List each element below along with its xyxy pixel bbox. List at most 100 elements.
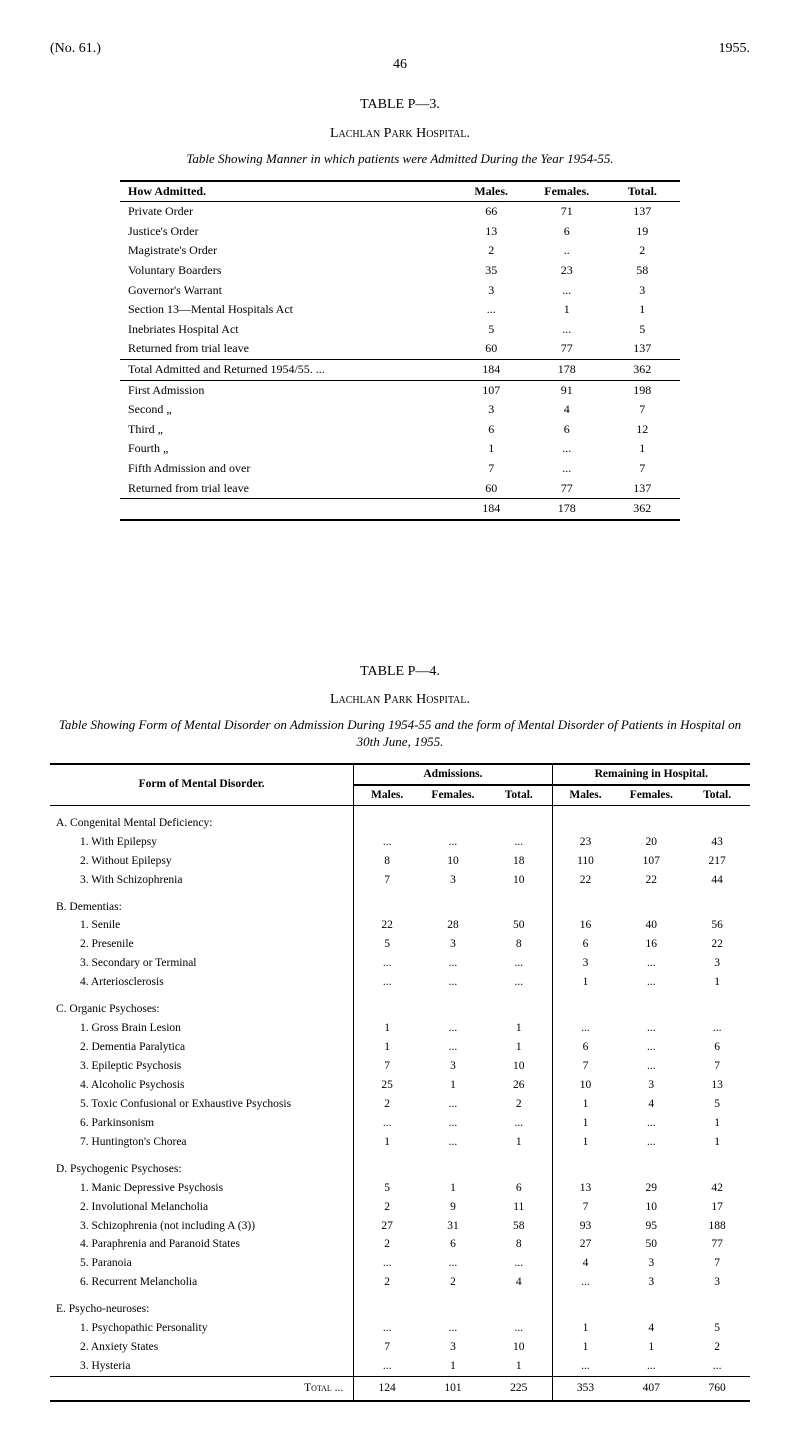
cell-value: 20 (618, 833, 684, 852)
cell-value: ... (420, 1254, 486, 1273)
cell-total: 1 (605, 439, 680, 459)
cell-females: 71 (529, 202, 605, 222)
cell-females: 23 (529, 261, 605, 281)
cell-value: 18 (486, 852, 552, 871)
cell-total: 12 (605, 420, 680, 440)
cell-males: 6 (453, 420, 528, 440)
table-p3-title: TABLE P—3. (50, 96, 750, 114)
cell-value: 3 (618, 1076, 684, 1095)
cell-males: 184 (453, 499, 528, 520)
cell-value (684, 1152, 750, 1179)
cell-females: 178 (529, 499, 605, 520)
cell-value: ... (486, 833, 552, 852)
cell-males: 60 (453, 479, 528, 499)
cell-value: 101 (420, 1377, 486, 1401)
cell-total: 362 (605, 359, 680, 380)
row-label: Voluntary Boarders (120, 261, 453, 281)
cell-value (486, 1292, 552, 1319)
table-p3-hospital: Lachlan Park Hospital. (50, 125, 750, 143)
cell-value: 6 (684, 1038, 750, 1057)
cell-value (552, 1152, 618, 1179)
row-label: 1. Psychopathic Personality (50, 1319, 354, 1338)
cell-males: 5 (453, 320, 528, 340)
cell-males: 3 (453, 400, 528, 420)
row-label: Third „ (120, 420, 453, 440)
cell-value: ... (420, 1319, 486, 1338)
table-row: 2. Without Epilepsy81018110107217 (50, 852, 750, 871)
cell-value: 50 (618, 1235, 684, 1254)
cell-value: ... (420, 1019, 486, 1038)
cell-value: 2 (354, 1235, 420, 1254)
doc-year: 1955. (719, 40, 751, 58)
cell-value: ... (420, 973, 486, 992)
cell-value: 1 (552, 1114, 618, 1133)
cell-value (354, 992, 420, 1019)
table-row: 3. Schizophrenia (not including A (3))27… (50, 1217, 750, 1236)
cell-value: 13 (552, 1179, 618, 1198)
cell-value: 1 (354, 1038, 420, 1057)
cell-value: 10 (420, 852, 486, 871)
cell-value: 1 (552, 973, 618, 992)
cell-value: 6 (552, 1038, 618, 1057)
cell-total: 19 (605, 222, 680, 242)
cell-males: 60 (453, 339, 528, 359)
cell-males: 35 (453, 261, 528, 281)
row-label: Second „ (120, 400, 453, 420)
table-row: Returned from trial leave6077137 (120, 479, 680, 499)
cell-value: 10 (618, 1198, 684, 1217)
table-row: 3. Secondary or Terminal.........3...3 (50, 954, 750, 973)
cell-value: ... (618, 1038, 684, 1057)
table-row: 4. Paraphrenia and Paranoid States268275… (50, 1235, 750, 1254)
cell-value: 1 (684, 1114, 750, 1133)
cell-value: ... (618, 1114, 684, 1133)
cell-value: 1 (486, 1038, 552, 1057)
cell-value: 16 (552, 916, 618, 935)
cell-value (684, 890, 750, 917)
cell-males: 13 (453, 222, 528, 242)
cell-females: 1 (529, 300, 605, 320)
cell-value: 188 (684, 1217, 750, 1236)
doc-number: (No. 61.) (50, 40, 101, 58)
cell-value: 7 (354, 1338, 420, 1357)
table-row: 3. Epileptic Psychosis73107...7 (50, 1057, 750, 1076)
cell-value: 5 (354, 935, 420, 954)
cell-value: 1 (486, 1133, 552, 1152)
table-row: Magistrate's Order2..2 (120, 241, 680, 261)
cell-value: ... (486, 973, 552, 992)
table-row: Justice's Order13619 (120, 222, 680, 242)
table-row: 5. Paranoia.........437 (50, 1254, 750, 1273)
cell-value: ... (618, 973, 684, 992)
table-row: Total Admitted and Returned 1954/55. ...… (120, 359, 680, 380)
cell-value: 1 (552, 1133, 618, 1152)
col-females: Females. (529, 181, 605, 202)
table-row: 3. With Schizophrenia7310222244 (50, 871, 750, 890)
cell-value: 5 (684, 1319, 750, 1338)
row-label: 6. Parkinsonism (50, 1114, 354, 1133)
cell-value: 4 (618, 1319, 684, 1338)
cell-value: 29 (618, 1179, 684, 1198)
row-label: 3. With Schizophrenia (50, 871, 354, 890)
table-p4-hospital: Lachlan Park Hospital. (50, 691, 750, 709)
cell-value: ... (618, 1357, 684, 1376)
cell-value: ... (420, 954, 486, 973)
cell-value (486, 1152, 552, 1179)
cell-value: 1 (552, 1338, 618, 1357)
row-label: Justice's Order (120, 222, 453, 242)
row-label: 5. Paranoia (50, 1254, 354, 1273)
row-label: 1. With Epilepsy (50, 833, 354, 852)
cell-value: ... (486, 1254, 552, 1273)
table-row: 5. Toxic Confusional or Exhaustive Psych… (50, 1095, 750, 1114)
row-label (120, 499, 453, 520)
cell-total: 7 (605, 400, 680, 420)
cell-value (420, 1152, 486, 1179)
cell-value (420, 1292, 486, 1319)
cell-value (486, 805, 552, 832)
cell-females: 77 (529, 339, 605, 359)
cell-value (552, 805, 618, 832)
cell-total: 137 (605, 339, 680, 359)
cell-value (420, 992, 486, 1019)
cell-value (420, 805, 486, 832)
cell-value: ... (420, 833, 486, 852)
cell-total: 2 (605, 241, 680, 261)
row-label: 4. Arteriosclerosis (50, 973, 354, 992)
